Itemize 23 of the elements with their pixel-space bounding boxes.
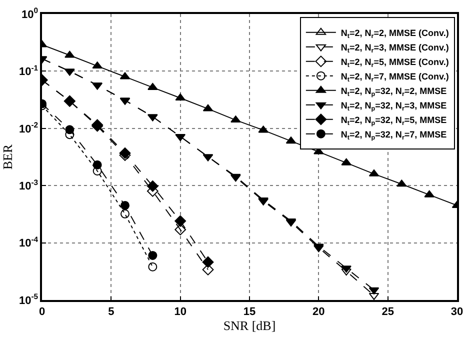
x-tick-label: 0	[38, 306, 46, 318]
legend-label: N$_{t}$=2, N$_{r}$=2, MMSE (Conv.)	[340, 28, 449, 40]
y-tick-label: 10$^{0}$	[22, 6, 38, 21]
y-tick-label: 10$^{-2}$	[18, 120, 38, 136]
x-tick-label: 5	[108, 306, 114, 318]
legend-label: N$_{t}$=2, N$_{p}$=32, N$_{r}$=3, MMSE	[340, 100, 447, 112]
x-tick-label: 25	[382, 306, 394, 318]
y-tick-label: 10$^{-4}$	[18, 235, 39, 250]
x-tick-label: 10	[174, 306, 186, 318]
y-axis-title: BER	[0, 144, 15, 170]
x-axis-title: SNR [dB]	[223, 318, 276, 334]
x-tick-label: 20	[312, 306, 325, 318]
legend-label: N$_{t}$=2, N$_{r}$=3, MMSE (Conv.)	[340, 42, 449, 54]
legend-label: N$_{t}$=2, N$_{p}$=32, N$_{r}$=5, MMSE	[340, 114, 447, 127]
y-tick-label: 10$^{-5}$	[18, 292, 39, 307]
x-tick-label: 15	[243, 306, 256, 318]
y-tick-label: 10$^{-3}$	[18, 178, 38, 192]
legend-label: N$_{t}$=2, N$_{r}$=5, MMSE (Conv.)	[340, 56, 449, 69]
y-tick-label: 10$^{-1}$	[18, 63, 39, 78]
legend-label: N$_{t}$=2, N$_{r}$=7, MMSE (Conv.)	[340, 71, 449, 84]
legend-label: N$_{t}$=2, N$_{p}$=32, N$_{r}$=2, MMSE	[340, 86, 447, 98]
x-tick-label: 30	[450, 306, 464, 318]
legend-label: N$_{t}$=2, N$_{p}$=32, N$_{r}$=7, MMSE	[340, 129, 447, 142]
